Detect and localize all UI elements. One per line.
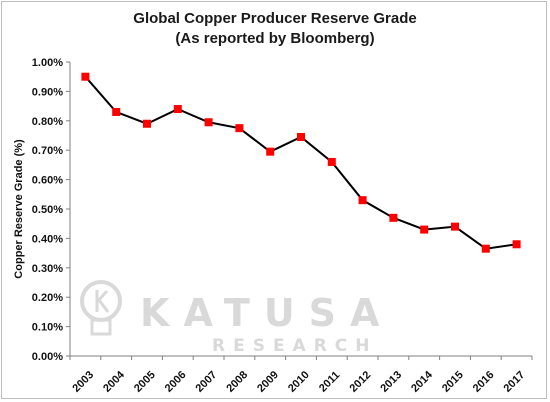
data-series <box>81 72 521 253</box>
data-point-marker <box>297 132 305 141</box>
y-tick-label: 0.20% <box>32 292 63 304</box>
x-tick-label: 2007 <box>194 369 220 395</box>
data-point-marker <box>327 157 336 166</box>
data-point-marker <box>358 196 367 205</box>
y-axis-label: Copper Reserve Grade (%) <box>13 139 25 279</box>
x-tick-label: 2008 <box>224 369 250 395</box>
watermark-k-mark <box>95 289 110 313</box>
x-tick-label: 2012 <box>348 369 374 395</box>
data-point-marker <box>266 147 275 156</box>
data-point-marker <box>451 222 459 231</box>
y-tick-label: 0.90% <box>32 86 63 98</box>
watermark-brand: KATUSA <box>140 291 393 335</box>
x-tick-label: 2014 <box>409 368 435 394</box>
chart-subtitle: (As reported by Bloomberg) <box>175 30 375 47</box>
x-tick-label: 2016 <box>471 369 497 395</box>
x-tick-label: 2017 <box>502 369 528 395</box>
data-point-marker <box>173 105 182 114</box>
x-tick-label: 2010 <box>286 369 312 395</box>
y-tick-label: 0.50% <box>32 204 63 216</box>
data-point-marker <box>420 225 429 234</box>
data-point-marker <box>481 244 490 253</box>
y-axis-ticks: 0.00% 0.10% 0.20% 0.30% 0.40% 0.50% 0.60% 0.70%… <box>32 57 70 363</box>
y-tick-label: 0.00% <box>32 351 63 363</box>
x-tick-label: 2004 <box>101 368 127 394</box>
data-point-marker <box>512 240 521 249</box>
y-tick-label: 0.10% <box>32 322 63 334</box>
y-tick-label: 0.60% <box>32 175 63 187</box>
data-point-marker <box>389 213 398 222</box>
y-tick-label: 0.40% <box>32 233 63 245</box>
x-tick-label: 2011 <box>317 369 342 394</box>
y-tick-label: 1.00% <box>32 57 63 69</box>
x-tick-label: 2006 <box>163 369 189 395</box>
data-point-marker <box>81 72 90 81</box>
watermark-bulb-base <box>90 318 112 336</box>
data-point-marker <box>235 124 244 133</box>
y-tick-label: 0.80% <box>32 116 63 128</box>
y-tick-label: 0.70% <box>32 145 63 157</box>
x-tick-label: 2013 <box>378 369 404 395</box>
x-tick-label: 2003 <box>70 369 96 395</box>
x-tick-label: 2005 <box>132 369 158 395</box>
x-axis-ticks: 2003 2004 2005 2006 2007 2008 2009 2010 2011 2012… <box>69 356 533 395</box>
x-tick-label: 2015 <box>440 369 466 395</box>
y-tick-label: 0.30% <box>32 263 63 275</box>
watermark-sub: RESEARCH <box>212 336 378 356</box>
chart-title: Global Copper Producer Reserve Grade <box>133 10 417 27</box>
data-point-marker <box>204 118 213 127</box>
data-point-marker <box>112 107 121 116</box>
x-tick-label: 2009 <box>255 369 281 395</box>
data-point-marker <box>143 119 151 128</box>
